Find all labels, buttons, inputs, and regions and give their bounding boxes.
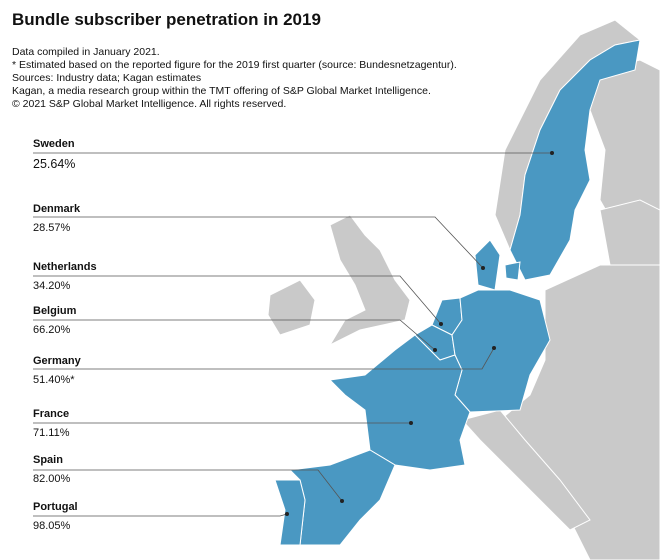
- leader-spain: [33, 469, 343, 502]
- country-portugal[interactable]: [274, 479, 306, 546]
- note: © 2021 S&P Global Market Intelligence. A…: [12, 98, 287, 110]
- ireland[interactable]: [267, 279, 316, 336]
- markers: [285, 151, 554, 516]
- leader-lines: [33, 152, 552, 517]
- notes: Data compiled in January 2021. * Estimat…: [12, 46, 457, 111]
- value-spain: 82.00%: [33, 473, 71, 485]
- label-belgium: Belgium: [33, 305, 77, 317]
- value-belgium: 66.20%: [33, 324, 71, 336]
- value-portugal: 98.05%: [33, 520, 71, 532]
- country-germany[interactable]: [451, 289, 551, 413]
- value-denmark: 28.57%: [33, 222, 71, 234]
- baltic-states[interactable]: [599, 199, 660, 266]
- value-sweden: 25.64%: [33, 157, 76, 171]
- label-spain: Spain: [33, 454, 63, 466]
- value-germany: 51.40%*: [33, 374, 75, 386]
- leader-portugal: [33, 513, 288, 517]
- label-portugal: Portugal: [33, 501, 78, 513]
- leader-denmark: [33, 216, 484, 269]
- italy[interactable]: [461, 409, 591, 531]
- note: Kagan, a media research group within the…: [12, 85, 431, 97]
- country-sweden[interactable]: [509, 39, 641, 281]
- country-spain[interactable]: [288, 449, 396, 546]
- label-sweden: Sweden: [33, 138, 75, 150]
- label-denmark: Denmark: [33, 203, 81, 215]
- leader-belgium: [33, 319, 436, 351]
- chart-title: Bundle subscriber penetration in 2019: [12, 10, 321, 29]
- note: Data compiled in January 2021.: [12, 46, 160, 58]
- label-netherlands: Netherlands: [33, 261, 97, 273]
- uk[interactable]: [328, 214, 411, 347]
- leader-netherlands: [33, 275, 442, 325]
- value-france: 71.11%: [33, 427, 70, 439]
- value-netherlands: 34.20%: [33, 280, 71, 292]
- note: * Estimated based on the reported figure…: [12, 59, 457, 71]
- note: Sources: Industry data; Kagan estimates: [12, 72, 202, 84]
- leader-germany: [33, 347, 495, 370]
- label-germany: Germany: [33, 355, 81, 367]
- label-france: France: [33, 408, 70, 420]
